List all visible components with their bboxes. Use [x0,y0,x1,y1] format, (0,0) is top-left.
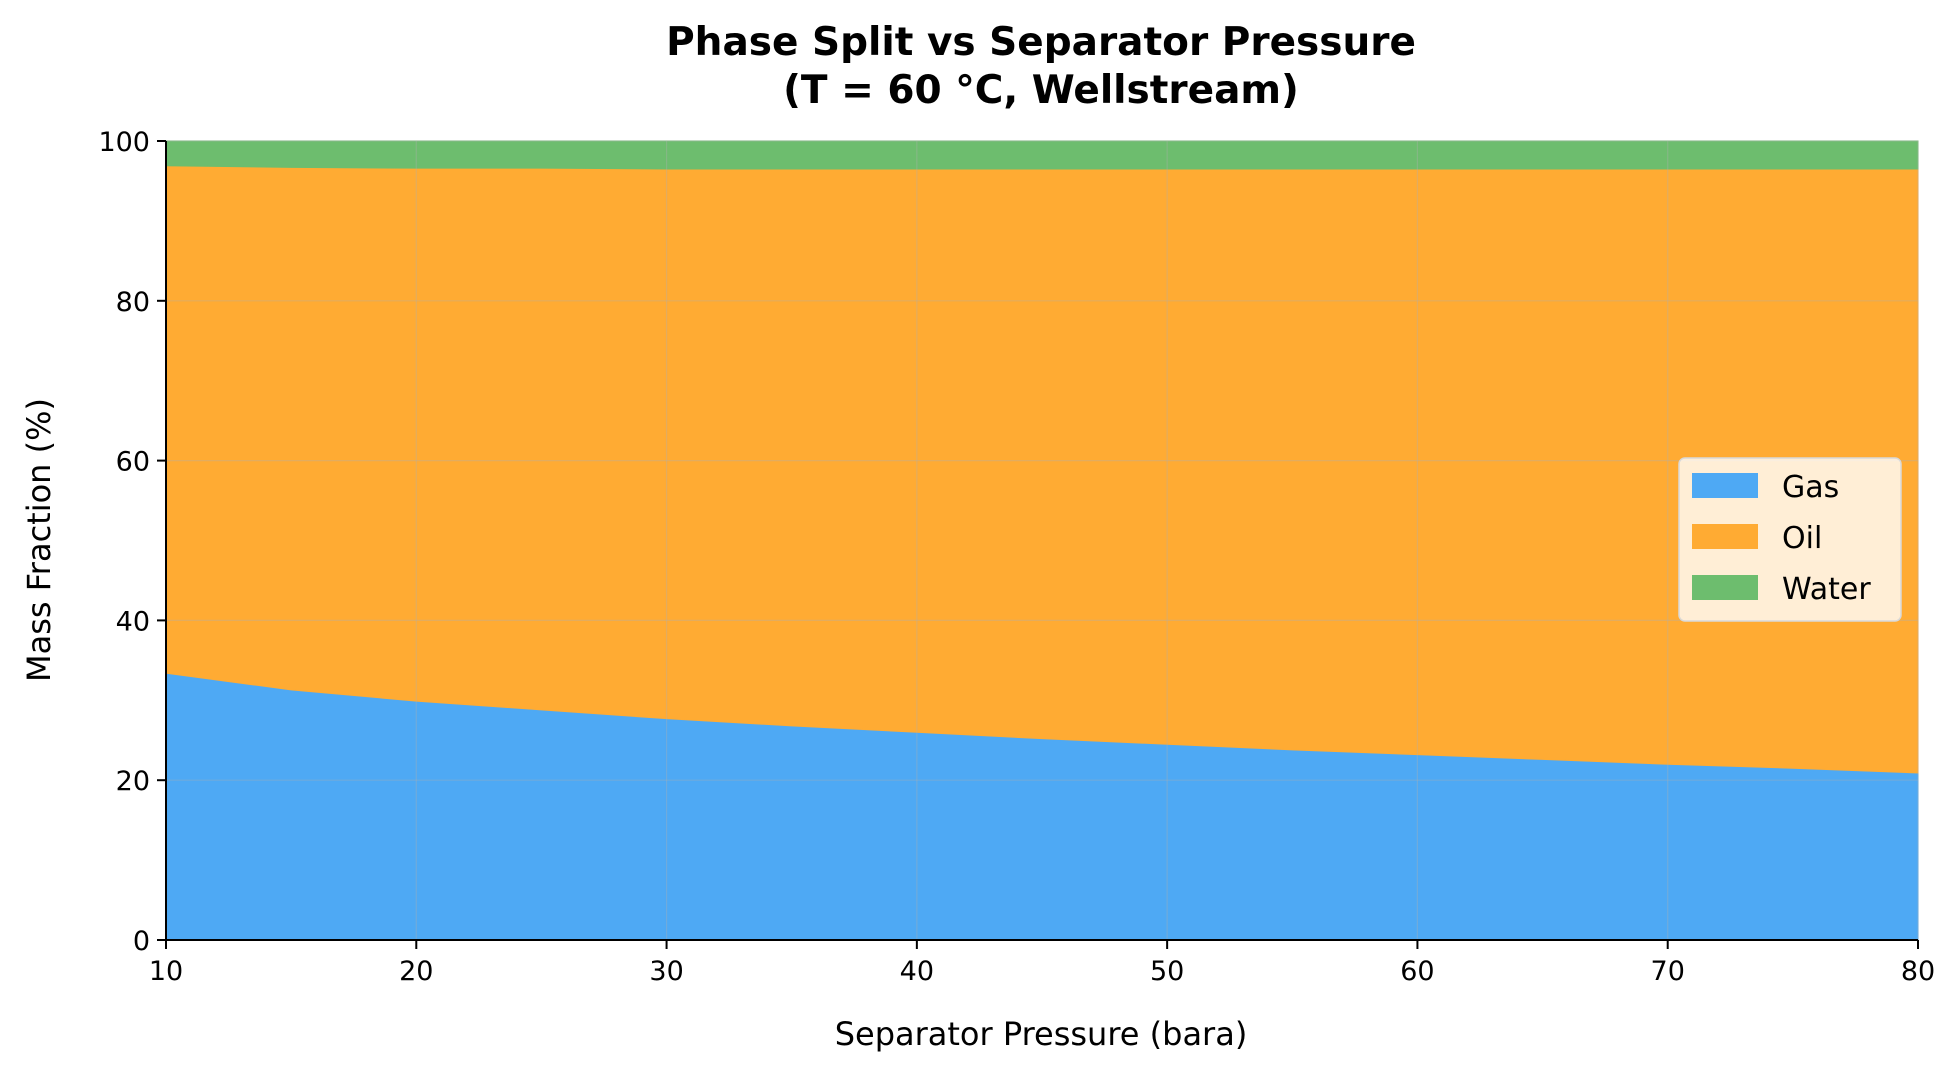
y-tick-label-100: 100 [98,127,150,158]
y-tick-label-40: 40 [116,606,150,637]
x-tick-label-10: 10 [149,956,183,987]
chart-subtitle: (T = 60 °C, Wellstream) [783,68,1299,113]
y-axis-label: Mass Fraction (%) [20,398,58,682]
legend-swatch-gas [1692,473,1758,498]
legend-label-water: Water [1782,572,1871,607]
area-layer [165,140,1919,941]
axes-layer [165,141,1918,941]
x-axis-label: Separator Pressure (bara) [835,1015,1248,1053]
x-tick-label-40: 40 [900,956,934,987]
x-tick-label-60: 60 [1400,956,1434,987]
chart-title: Phase Split vs Separator Pressure [666,20,1416,65]
legend-label-oil: Oil [1782,521,1822,556]
x-tick-label-30: 30 [649,956,683,987]
y-tick-label-80: 80 [116,287,150,318]
area-water [165,140,1919,170]
legend-swatch-oil [1692,524,1758,549]
y-tick-label-20: 20 [116,766,150,797]
area-oil [165,165,1919,774]
y-tick-label-60: 60 [116,447,150,478]
y-tick-label-0: 0 [133,926,150,957]
x-tick-label-70: 70 [1651,956,1685,987]
legend-label-gas: Gas [1782,470,1839,505]
ticks-layer: 10 20 30 40 50 60 70 80 0 20 40 60 80 100 [98,127,1935,987]
x-tick-label-50: 50 [1150,956,1184,987]
x-tick-label-20: 20 [399,956,433,987]
legend: Gas Oil Water [1678,457,1902,622]
legend-swatch-water [1692,575,1758,600]
x-tick-label-80: 80 [1901,956,1935,987]
